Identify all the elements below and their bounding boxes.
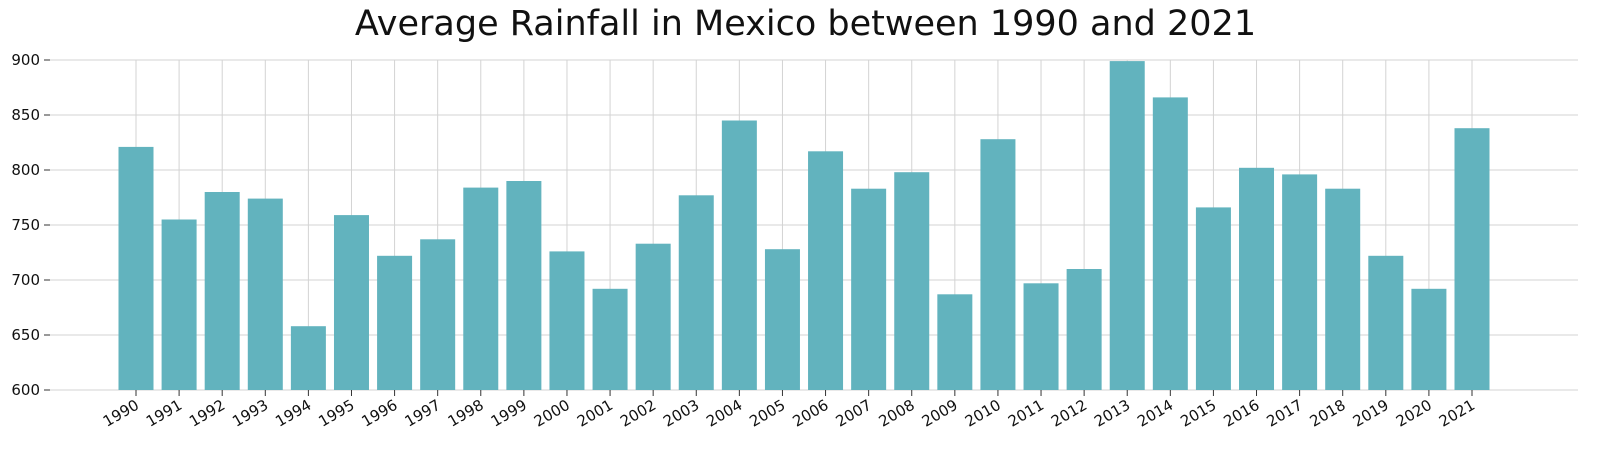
x-tick-label: 1991 [143,396,185,431]
x-tick-label: 1990 [100,396,142,431]
bar-2003 [678,195,714,390]
bar-1991 [161,219,197,390]
bar-2009 [937,294,973,390]
x-tick-label: 1992 [186,396,228,431]
x-tick-label: 2000 [531,396,573,431]
x-tick-label: 1994 [272,396,314,431]
x-tick-label: 1996 [359,396,401,431]
x-tick-label: 2016 [1220,396,1262,431]
bar-1995 [333,215,369,390]
x-tick-label: 2014 [1134,396,1176,431]
bar-2021 [1454,128,1490,390]
bar-2008 [894,172,930,390]
bar-1993 [247,198,283,390]
x-tick-label: 1998 [445,396,487,431]
x-tick-label: 1997 [402,396,444,431]
x-tick-label: 2004 [703,396,745,431]
bar-2007 [851,188,887,390]
bar-1999 [506,181,542,390]
x-tick-label: 2005 [746,396,788,431]
x-tick-label: 2001 [574,396,616,431]
bar-1992 [204,192,240,390]
x-tick-label: 2019 [1350,396,1392,431]
bar-1990 [118,146,154,390]
x-tick-label: 2008 [876,396,918,431]
bar-2010 [980,139,1016,390]
bar-2019 [1368,255,1404,390]
y-tick-label: 650 [11,326,40,344]
bar-1994 [290,326,326,390]
x-tick-label: 1999 [488,396,530,431]
x-tick-label: 2015 [1177,396,1219,431]
x-tick-label: 2017 [1264,396,1306,431]
y-tick-label: 750 [11,216,40,234]
x-tick-label: 2007 [833,396,875,431]
bar-1996 [377,255,413,390]
x-tick-label: 1993 [229,396,271,431]
x-tick-label: 2009 [919,396,961,431]
bar-1998 [463,187,499,390]
x-tick-label: 2006 [789,396,831,431]
bar-2013 [1109,61,1145,390]
chart-title: Average Rainfall in Mexico between 1990 … [354,4,1257,44]
x-tick-label: 2002 [617,396,659,431]
x-tick-label: 2021 [1436,396,1478,431]
y-tick-label: 600 [11,381,40,399]
bar-2011 [1023,283,1059,390]
y-tick-label: 900 [11,51,40,69]
bar-2016 [1239,167,1275,390]
bar-2012 [1066,269,1102,390]
bar-2006 [808,151,844,390]
bar-2014 [1152,97,1188,391]
bar-2017 [1282,174,1318,390]
x-tick-label: 2012 [1048,396,1090,431]
x-tick-label: 1995 [315,396,357,431]
bar-2002 [635,243,671,390]
x-tick-label: 2011 [1005,396,1047,431]
x-tick-label: 2018 [1307,396,1349,431]
bar-2004 [721,120,757,390]
bar-2005 [764,249,800,390]
y-tick-label: 700 [11,271,40,289]
x-tick-label: 2013 [1091,396,1133,431]
bar-2000 [549,251,585,390]
bar-2020 [1411,288,1447,390]
y-tick-label: 800 [11,161,40,179]
bar-2015 [1195,207,1231,390]
x-tick-label: 2003 [660,396,702,431]
y-tick-label: 850 [11,106,40,124]
bar-2001 [592,288,628,390]
bar-1997 [420,239,456,390]
x-tick-label: 2020 [1393,396,1435,431]
bar-2018 [1325,188,1361,390]
x-tick-label: 2010 [962,396,1004,431]
